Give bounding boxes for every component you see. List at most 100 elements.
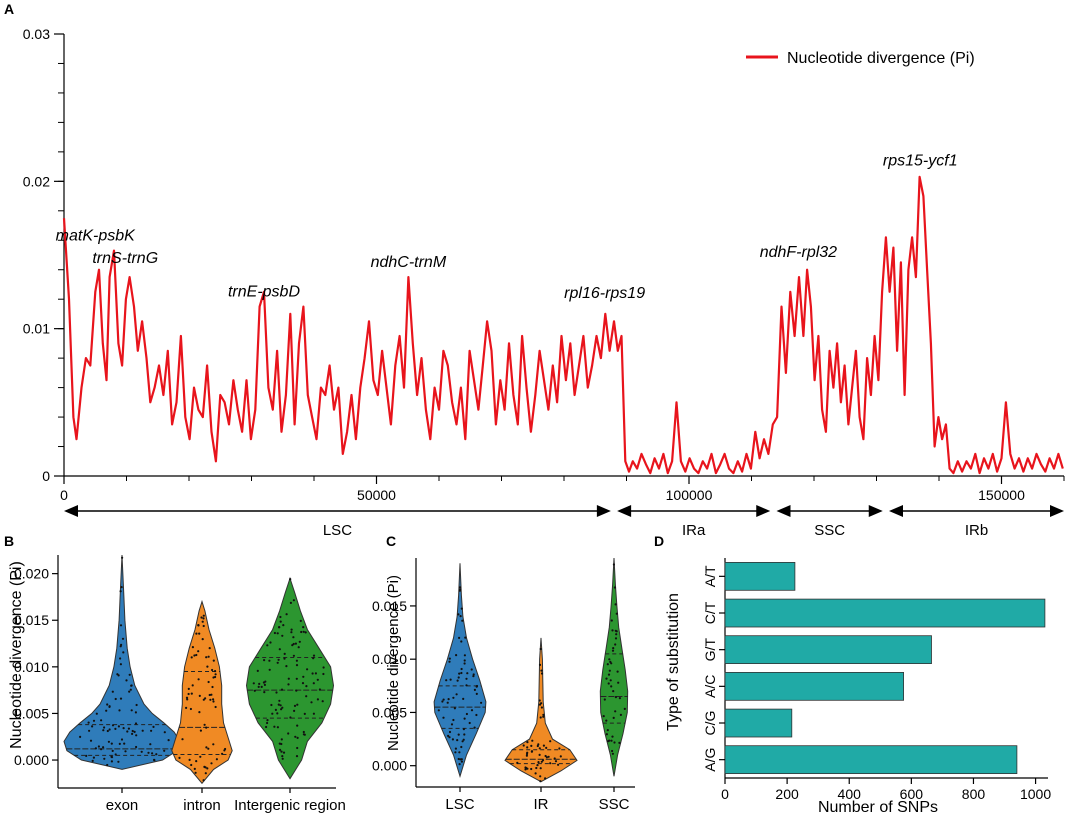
swarm-dot xyxy=(178,756,181,760)
violin-x-tick-label: LSC xyxy=(445,796,474,813)
swarm-dot xyxy=(285,665,288,668)
a-x-tick-label: 50000 xyxy=(357,487,396,503)
swarm-dot xyxy=(614,629,617,632)
region-arrow-head xyxy=(596,505,611,517)
swarm-dot xyxy=(300,630,303,634)
swarm-dot xyxy=(605,733,609,736)
swarm-dot xyxy=(207,680,210,684)
d-x-tick-label: 0 xyxy=(721,786,729,802)
a-annotation: matK-psbK xyxy=(56,228,136,245)
swarm-dot xyxy=(525,754,529,757)
swarm-dot xyxy=(295,689,298,692)
swarm-dot xyxy=(117,760,120,763)
swarm-dot xyxy=(557,763,560,766)
swarm-dot xyxy=(203,723,206,726)
swarm-dot xyxy=(539,647,542,651)
swarm-dot xyxy=(91,759,94,763)
swarm-dot xyxy=(310,701,313,704)
swarm-dot xyxy=(295,677,298,680)
swarm-dot xyxy=(302,733,305,736)
swarm-dot xyxy=(280,742,283,746)
swarm-dot xyxy=(538,747,541,750)
swarm-dot xyxy=(124,750,127,753)
swarm-dot xyxy=(266,721,269,725)
swarm-dot xyxy=(458,589,461,592)
swarm-dot xyxy=(163,749,166,752)
swarm-dot xyxy=(120,586,123,589)
swarm-dot xyxy=(110,760,113,763)
swarm-dot xyxy=(475,685,478,688)
swarm-dot xyxy=(198,711,201,714)
swarm-dot xyxy=(224,747,227,751)
swarm-dot xyxy=(465,677,468,680)
swarm-dot xyxy=(458,751,461,754)
swarm-dot xyxy=(280,688,284,691)
swarm-dot xyxy=(276,661,279,664)
swarm-dot xyxy=(204,766,207,769)
swarm-dot xyxy=(468,721,471,725)
swarm-dot xyxy=(258,682,261,686)
violin-y-tick-label: 0.010 xyxy=(14,659,49,675)
swarm-dot xyxy=(610,685,613,688)
swarm-dot xyxy=(459,758,462,761)
d-x-tick-label: 600 xyxy=(900,786,924,802)
swarm-dot xyxy=(605,677,608,680)
swarm-dot xyxy=(615,633,618,636)
swarm-dot xyxy=(279,620,282,623)
swarm-dot xyxy=(281,634,284,637)
swarm-dot xyxy=(530,744,533,748)
swarm-dot xyxy=(100,748,103,751)
swarm-dot xyxy=(464,636,467,639)
swarm-dot xyxy=(535,766,538,770)
swarm-dot xyxy=(463,662,466,665)
snp-bar xyxy=(724,672,905,701)
swarm-dot xyxy=(302,730,305,734)
swarm-dot xyxy=(558,747,561,750)
swarm-dot xyxy=(457,757,460,761)
a-annotation: trnE-psbD xyxy=(228,284,300,301)
swarm-dot xyxy=(117,725,120,728)
swarm-dot xyxy=(472,673,475,676)
swarm-dot xyxy=(454,747,457,750)
swarm-dot xyxy=(296,746,299,750)
swarm-dot xyxy=(611,735,614,738)
swarm-dot xyxy=(614,643,617,646)
swarm-dot xyxy=(294,642,297,645)
swarm-dot xyxy=(191,646,194,649)
swarm-dot xyxy=(542,713,545,717)
panel-a-regions: LSC IRa SSC IRb xyxy=(64,505,1064,539)
swarm-dot xyxy=(540,706,544,709)
swarm-dot xyxy=(466,672,469,675)
panel-c-violin-chart: Nucleotide divergence (Pi) 0.0000.0050.0… xyxy=(372,557,635,813)
swarm-dot xyxy=(473,726,476,729)
swarm-dot xyxy=(120,738,124,741)
panel-a-legend: Nucleotide divergence (Pi) xyxy=(746,50,975,67)
swarm-dot xyxy=(449,678,452,681)
swarm-dot xyxy=(612,563,616,566)
snp-bar xyxy=(724,745,1018,775)
swarm-dot xyxy=(204,697,207,700)
swarm-dot xyxy=(287,732,290,735)
panel-c-ylabel: Nucleotide divergence (Pi) xyxy=(385,575,402,751)
violin-y-tick-label: 0.005 xyxy=(372,704,407,720)
swarm-dot xyxy=(121,637,125,640)
a-y-tick-label: 0 xyxy=(42,468,50,484)
region-arrow-head xyxy=(617,505,632,517)
swarm-dot xyxy=(280,738,283,741)
swarm-dot xyxy=(271,712,274,715)
swarm-dot xyxy=(457,733,460,736)
swarm-dot xyxy=(531,739,534,742)
swarm-dot xyxy=(106,703,109,706)
swarm-dot xyxy=(602,715,605,718)
swarm-dot xyxy=(97,745,100,748)
swarm-dot xyxy=(606,663,609,666)
swarm-dot xyxy=(135,745,138,749)
a-x-tick-label: 100000 xyxy=(666,487,713,503)
swarm-dot xyxy=(539,716,542,719)
swarm-dot xyxy=(205,656,208,659)
swarm-dot xyxy=(316,698,319,701)
swarm-dot xyxy=(536,764,539,767)
swarm-dot xyxy=(206,665,209,668)
swarm-dot xyxy=(107,740,110,743)
swarm-dot xyxy=(614,696,618,699)
